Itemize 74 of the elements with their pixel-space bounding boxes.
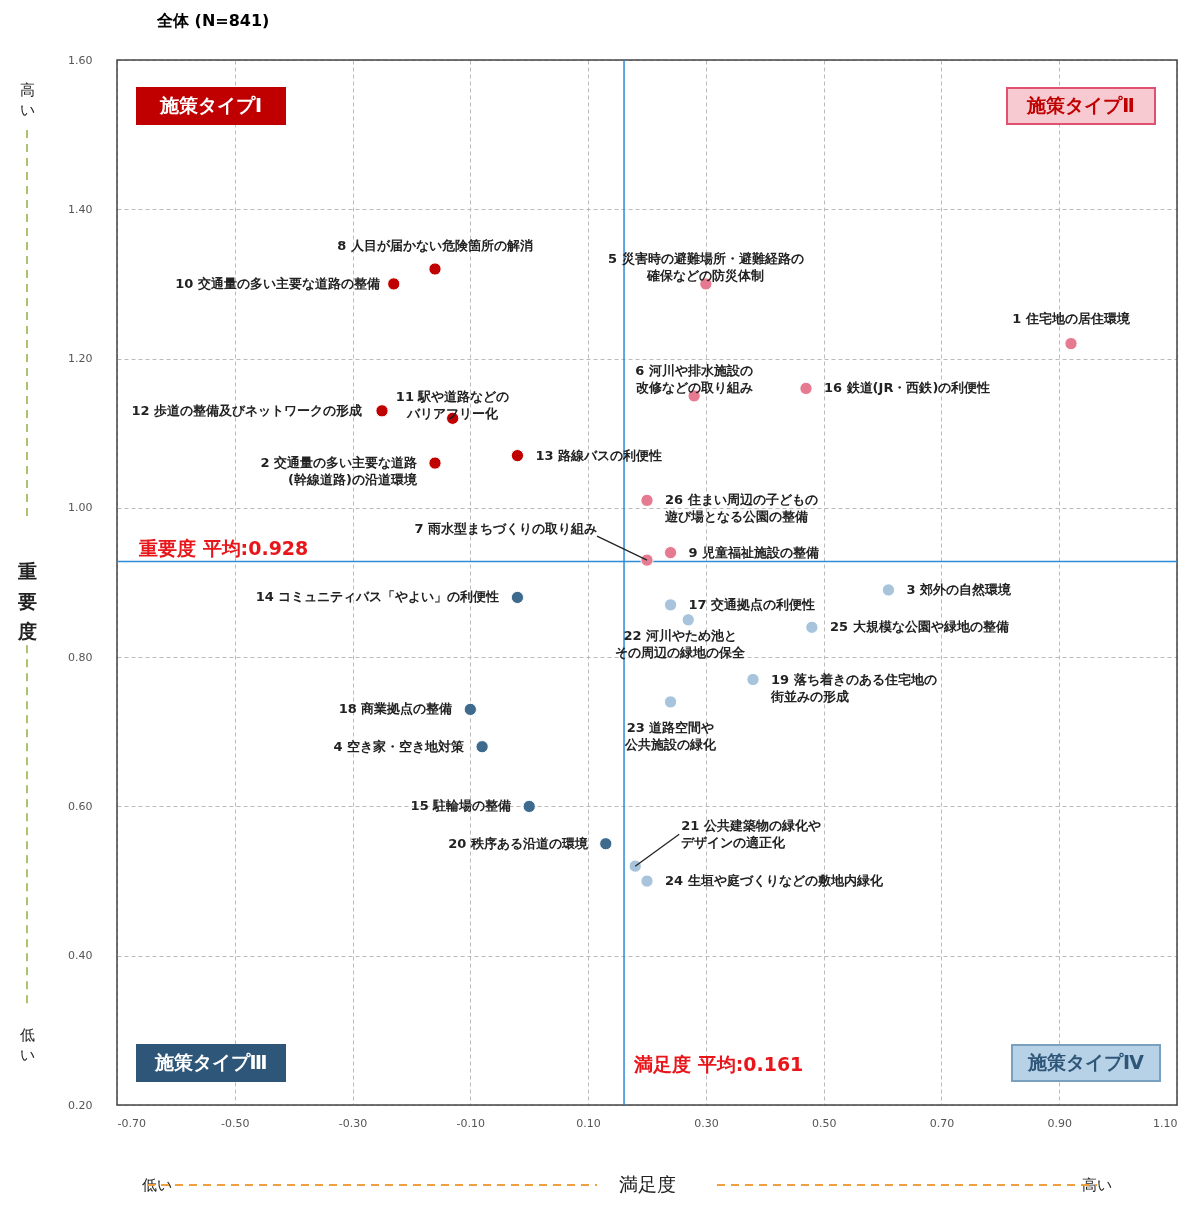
annotation: 8 人目が届かない危険箇所の解消	[337, 238, 533, 253]
x-tick-label: -0.10	[456, 1116, 486, 1130]
point	[881, 583, 896, 597]
point	[475, 740, 489, 754]
point	[428, 456, 442, 470]
annotation: 21 公共建築物の緑化やデザインの適正化	[681, 818, 821, 851]
point	[663, 546, 678, 560]
x-tick-label: 0.30	[694, 1116, 719, 1130]
annotation: 12 歩道の整備及びネットワークの形成	[131, 402, 362, 418]
x-axis-title: 満足度	[618, 1173, 676, 1195]
x-tick-label: -0.30	[338, 1116, 368, 1130]
point	[599, 837, 613, 851]
point	[1064, 337, 1078, 351]
y-tick-label: 1.00	[68, 501, 93, 515]
point	[746, 672, 760, 687]
annotation: 16 鉄道(JR・西鉄)の利便性	[824, 380, 991, 396]
annotation: 施策タイプⅠ	[158, 94, 263, 116]
annotation: 10 交通量の多い主要な道路の整備	[175, 275, 380, 291]
x-tick-label: 0.50	[811, 1116, 837, 1130]
point	[628, 859, 642, 873]
point	[510, 449, 525, 463]
y-tick-label: 0.40	[68, 949, 93, 963]
y-tick-label: 1.40	[68, 202, 93, 216]
annotation: 20 秩序ある沿道の環境	[448, 835, 589, 851]
point	[640, 493, 654, 507]
annotation: 施策タイプⅣ	[1027, 1051, 1145, 1073]
annotation: 26 住まい周辺の子どもの遊び場となる公園の整備	[665, 492, 818, 525]
x-tick-label: -0.50	[221, 1116, 250, 1130]
x-tick-label: -0.70	[117, 1116, 146, 1130]
annotation: 4 空き家・空き地対策	[333, 738, 466, 754]
annotation: 施策タイプⅢ	[153, 1051, 268, 1073]
point	[428, 262, 442, 276]
point	[387, 277, 401, 291]
y-tick-label: 0.60	[68, 799, 93, 813]
point	[681, 613, 695, 627]
annotation: 18 商業拠点の整備	[338, 701, 453, 717]
annotation: 施策タイプⅡ	[1026, 94, 1135, 116]
y-tick-label: 0.20	[68, 1098, 93, 1112]
point	[805, 620, 819, 634]
annotation: 3 郊外の自然環境	[906, 581, 1013, 597]
point	[375, 404, 389, 418]
point	[463, 702, 477, 716]
annotation: 15 駐輪場の整備	[410, 798, 512, 814]
ref-line-label: 重要度 平均:0.928	[138, 536, 309, 559]
point	[663, 598, 678, 612]
annotation: 9 児童福祉施設の整備	[688, 544, 820, 560]
annotation: 25 大規模な公園や緑地の整備	[829, 619, 1009, 635]
annotation: 2 交通量の多い主要な道路(幹線道路)の沿道環境	[260, 455, 418, 488]
point	[663, 695, 678, 709]
y-tick-label: 1.20	[68, 352, 93, 366]
x-tick-label: 0.70	[929, 1116, 955, 1130]
ref-line-label: 満足度 平均:0.161	[633, 1053, 804, 1075]
text: 高い	[19, 81, 35, 119]
point	[640, 874, 654, 888]
annotation: 1 住宅地の居住環境	[1012, 310, 1131, 326]
annotation: 23 道路空間や公共施設の緑化	[624, 719, 718, 752]
chart-title: 全体 (N=841)	[156, 11, 270, 30]
annotation: 7 雨水型まちづくりの取り組み	[414, 521, 597, 537]
y-axis-title: 重要度	[16, 560, 37, 643]
y-tick-label: 1.60	[68, 53, 93, 67]
annotation: 14 コミュニティバス「やよい」の利便性	[255, 589, 500, 605]
y-tick-label: 0.80	[68, 650, 93, 664]
annotation: 19 落ち着きのある住宅地の街並みの形成	[770, 671, 937, 704]
point	[510, 590, 525, 605]
point	[799, 381, 813, 396]
x-tick-label: 0.10	[576, 1116, 601, 1130]
point	[640, 553, 654, 567]
x-tick-label: 1.10	[1153, 1116, 1178, 1130]
point	[522, 799, 536, 814]
annotation: 17 交通拠点の利便性	[688, 596, 816, 612]
x-tick-label: 0.90	[1047, 1116, 1072, 1130]
text: 低い	[19, 1026, 35, 1064]
annotation: 6 河川や排水施設の改修などの取り組み	[635, 362, 753, 395]
annotation: 24 生垣や庭づくりなどの敷地内緑化	[665, 873, 884, 889]
